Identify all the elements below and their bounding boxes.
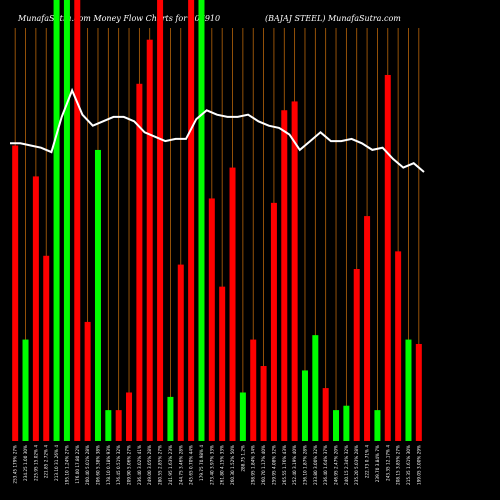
bar	[374, 410, 381, 441]
bar	[395, 251, 402, 441]
bar	[384, 74, 391, 441]
tick-label: 225.95 15.02% 4	[33, 445, 38, 481]
bar	[219, 286, 226, 441]
tick-label: 241.95 1.63% 23%	[168, 445, 173, 485]
bar	[353, 269, 360, 441]
bar	[105, 410, 112, 441]
bar	[157, 0, 164, 441]
bar	[260, 366, 267, 441]
bar	[177, 264, 184, 441]
bar	[84, 321, 91, 441]
tick-label: 176.45 0.51% 32%	[116, 445, 121, 485]
bar	[291, 101, 298, 442]
bar	[94, 149, 101, 441]
bar	[301, 370, 308, 441]
tick-label: 273.40 3.97% 33%	[209, 445, 214, 485]
tick-label: 236.40 3.02% 41%	[137, 445, 142, 485]
bar	[167, 396, 174, 441]
tick-label: 215.35 1.61% 30%	[406, 445, 411, 485]
tick-labels: 253.45 179% 27% 234.25 1.00 30% 225.95 15.…	[13, 445, 422, 485]
tick-label: 298.95 1.84% 34%	[251, 445, 256, 485]
tick-label: 244.75 3.46% 28%	[178, 445, 183, 485]
tick-label: 222.73 0.71% 4	[365, 445, 370, 479]
price-line	[10, 87, 425, 173]
bar	[115, 410, 122, 441]
tick-label: 221.85 2.72% 4	[44, 445, 49, 479]
bar	[12, 145, 19, 441]
tick-label: 179.75 70.98% 4	[199, 445, 204, 481]
tick-label: 236.40 1.64% 37%	[323, 445, 328, 485]
bar	[63, 0, 70, 441]
tick-label: 235.20 5.03% 28%	[354, 445, 359, 485]
tick-label: 280.55 2.85% 27%	[158, 445, 163, 485]
chart-title: MunafaSutra.com Money Flow Charts for 50…	[18, 14, 221, 23]
bar	[405, 339, 412, 441]
tick-label: 265.55 1.76% 43%	[282, 445, 287, 485]
tick-label: 233.80 3.00% 32%	[313, 445, 318, 485]
bar	[188, 0, 195, 441]
bar	[136, 83, 143, 441]
tick-label: 253.45 179% 27%	[13, 445, 18, 484]
bar	[229, 167, 236, 441]
bar	[146, 39, 153, 441]
tick-label: 206.60 5.38% 38%	[95, 445, 100, 485]
bar	[43, 255, 50, 441]
tick-label: 246.95 2.47% 20%	[334, 445, 339, 485]
tick-label: 209.90 5.06% 27%	[127, 445, 132, 485]
tick-label: 240.15 2.34% 32%	[344, 445, 349, 485]
bar	[208, 198, 215, 441]
tick-label: 288.75 1.2%	[240, 445, 245, 472]
tick-label: 243.35 12.17% 4	[385, 445, 390, 481]
bar	[281, 110, 288, 441]
tick-label: 199.05 3.00% 29%	[416, 445, 421, 485]
bar	[32, 176, 39, 441]
bar	[333, 410, 340, 441]
tick-label: 252.40 3.19% 40%	[292, 445, 297, 485]
chart-subtitle: (BAJAJ STEEL) MunafaSutra.com	[265, 14, 401, 23]
bar	[312, 335, 319, 441]
tick-label: 245.65 0.70% 44%	[189, 445, 194, 485]
bar	[74, 0, 81, 441]
tick-label: 200.40 5.01% 28%	[85, 445, 90, 485]
tick-label: 176.00 17.80 22%	[75, 445, 80, 484]
tick-label: 213.10 31.26% 4	[54, 445, 59, 481]
bar	[415, 343, 422, 441]
bar	[364, 216, 371, 441]
tick-label: 249.00 3.05% 28%	[147, 445, 152, 485]
bar	[322, 388, 329, 441]
tick-label: 260.70 1.17% 40%	[261, 445, 266, 485]
tick-label: 260.30 1.52% 50%	[230, 445, 235, 485]
tick-label: 234.25 1.00 30%	[23, 445, 28, 481]
tick-label: 261.80 4.15% 33%	[220, 445, 225, 485]
tick-label: 178.10 0.18% 93%	[106, 445, 111, 485]
tick-label: 239.70 3.84% 7%	[375, 445, 380, 482]
tick-label: 208.15 3.85% 27%	[396, 445, 401, 485]
price-line-path	[10, 87, 425, 173]
bar	[126, 392, 133, 441]
tick-label: 195.10 1.24% 27%	[64, 445, 69, 485]
bar	[22, 339, 29, 441]
bar	[53, 0, 60, 441]
bars	[12, 0, 422, 442]
tick-label: 259.95 4.08% 32%	[271, 445, 276, 485]
bar	[250, 339, 257, 441]
tick-label: 236.10 1.87% 28%	[302, 445, 307, 485]
bar	[270, 202, 277, 441]
bar	[343, 405, 350, 441]
bar	[198, 0, 205, 441]
bar	[239, 392, 246, 441]
